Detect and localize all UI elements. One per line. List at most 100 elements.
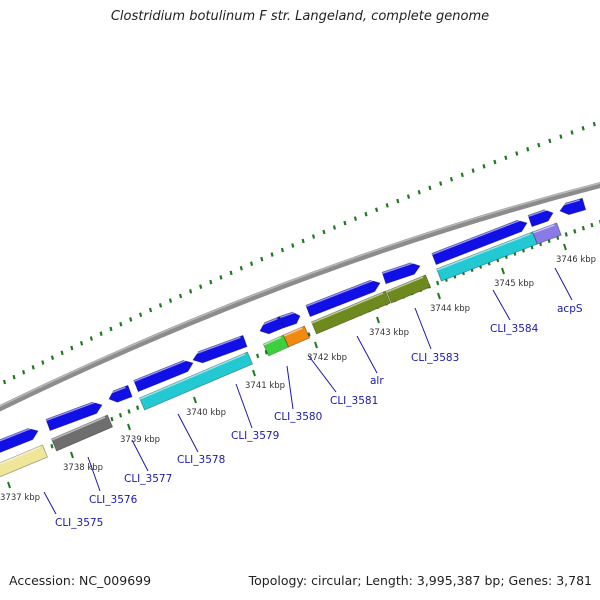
scale-tick-label: 3740 kbp (186, 408, 226, 418)
gene-olive-2 (386, 274, 431, 304)
outer-tick-mark (311, 234, 316, 239)
gene-label: CLI_3581 (330, 395, 378, 407)
gene-label: alr (370, 375, 384, 387)
gene-yellow-1-shine (0, 446, 41, 465)
gene-label: CLI_3575 (55, 517, 103, 529)
gene-orange-1-shine (283, 327, 303, 337)
gene-olive-2-shine (386, 276, 424, 293)
inner-tick-mark (136, 405, 140, 410)
gene-blue-4 (133, 358, 194, 393)
inner-tick-mark (436, 280, 440, 286)
gene-blue-9-shine (382, 261, 416, 274)
scale-tick (376, 316, 380, 324)
inner-tick-mark (564, 232, 568, 237)
gene-blue-1-body (0, 427, 39, 453)
scale-tick-label: 3741 kbp (245, 381, 285, 391)
scale-tick (70, 451, 74, 459)
outer-tick-mark (260, 256, 264, 262)
gene-yellow-1 (0, 444, 49, 478)
gene-olive-2-body (386, 274, 431, 304)
outer-tick-mark (406, 194, 411, 199)
outer-tick-mark (570, 130, 574, 135)
outer-tick-mark (375, 207, 379, 213)
outer-tick-mark (249, 261, 254, 266)
inner-tick-mark (307, 332, 311, 337)
gene-cyan-1 (138, 351, 254, 411)
outer-tick-mark (209, 279, 213, 285)
gene-olive-1 (310, 290, 392, 335)
inner-tick-mark (256, 353, 260, 359)
scale-tick-label: 3737 kbp (0, 493, 40, 503)
outer-tick-mark (504, 155, 508, 161)
outer-tick-mark (428, 185, 432, 191)
gene-blue-2 (45, 400, 103, 432)
gene-orange-1 (282, 325, 311, 348)
gene-label: CLI_3578 (177, 454, 225, 466)
outer-tick-mark (219, 275, 223, 280)
gene-yellow-1-body (0, 444, 49, 478)
outer-tick-mark (449, 176, 454, 182)
outer-tick-mark (343, 220, 347, 226)
gene-blue-1-shine (0, 426, 34, 442)
outer-tick-mark (12, 374, 16, 380)
gene-blue-3 (106, 384, 133, 403)
gene-blue-4-body (133, 360, 194, 393)
outer-tick-mark (581, 126, 585, 131)
outer-tick-mark (129, 317, 133, 322)
genome-backbone (0, 181, 600, 412)
gene-blue-8-shine (305, 278, 376, 308)
outer-tick-mark (559, 134, 563, 139)
outer-tick-mark (353, 216, 358, 221)
outer-tick-mark (139, 312, 143, 317)
outer-tick-mark (396, 198, 400, 204)
outer-tick-mark (417, 189, 421, 195)
gene-blue-9-body (381, 262, 421, 285)
gene-label-leader (87, 456, 101, 492)
inner-tick-mark (264, 350, 268, 355)
gene-blue-5-shine (191, 336, 241, 357)
scale-tick (252, 369, 256, 377)
gene-label-leader (286, 365, 294, 410)
inner-tick-mark (590, 222, 594, 228)
gene-label: CLI_3576 (89, 494, 138, 506)
gene-blue-6-shine (257, 317, 278, 328)
scale-tick-label: 3742 kbp (307, 353, 347, 363)
gene-label-leader (235, 383, 253, 429)
gene-label-leader (307, 354, 337, 393)
gene-blue-11-shine (528, 208, 549, 217)
outer-tick-mark (364, 211, 368, 217)
gene-blue-3-body (108, 384, 133, 403)
outer-tick-mark (548, 138, 552, 144)
outer-tick-mark (109, 326, 113, 332)
outer-tick-mark (60, 350, 64, 356)
gene-orange-1-body (282, 325, 311, 348)
inner-tick-mark (110, 416, 114, 422)
backbone-line (0, 181, 600, 412)
gene-blue-7 (279, 311, 301, 329)
gene-blue-10-body (431, 219, 528, 266)
gene-blue-12-body (559, 197, 587, 216)
gene-blue-5 (191, 334, 248, 364)
gene-blue-6 (257, 315, 285, 335)
inner-tick-mark (581, 225, 585, 231)
outer-tick-mark (270, 252, 274, 257)
gene-label-leader (43, 491, 57, 515)
gene-green-1-shine (263, 336, 282, 346)
outer-tick-mark (385, 203, 389, 208)
outer-tick-mark (50, 355, 55, 360)
outer-tick-mark (168, 298, 173, 303)
gene-blue-11 (527, 208, 554, 228)
outer-tick-mark (322, 229, 326, 235)
gene-label-leader (356, 335, 378, 374)
gene-lavender-1-shine (532, 224, 555, 234)
gene-lavender-1 (532, 222, 562, 245)
gene-gray-1-shine (51, 416, 106, 441)
gene-blue-8 (305, 278, 381, 318)
accession-text: Accession: NC_009699 (9, 573, 152, 588)
gene-blue-10-shine (431, 218, 523, 256)
gene-lavender-1-body (532, 222, 562, 245)
gene-label: CLI_3577 (124, 473, 172, 485)
gene-label-leader (131, 439, 149, 472)
